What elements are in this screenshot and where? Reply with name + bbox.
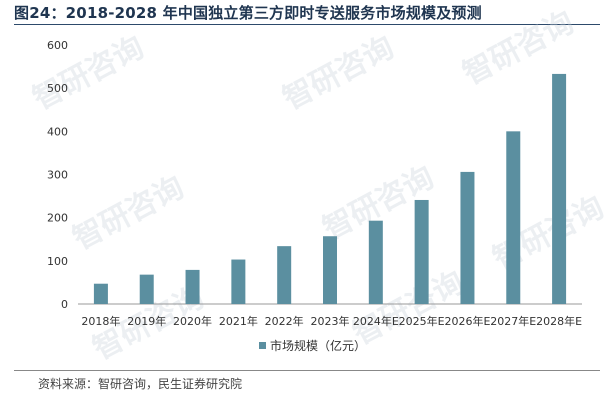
y-axis: 0 100 200 300 400 500 600	[47, 39, 68, 311]
bar	[277, 246, 292, 304]
bar	[414, 199, 429, 304]
bar	[185, 269, 200, 304]
x-tick-label: 2023年	[311, 314, 350, 328]
bar	[93, 283, 108, 304]
bar	[368, 220, 383, 304]
x-tick-label: 2025年E	[399, 314, 445, 328]
y-tick-label: 0	[61, 298, 68, 311]
bar	[139, 274, 154, 304]
x-tick-label: 2019年	[127, 314, 166, 328]
y-tick-label: 100	[47, 255, 68, 268]
x-tick-label: 2021年	[219, 314, 258, 328]
x-tick-label: 2026年E	[444, 314, 490, 328]
bar-series	[93, 73, 567, 305]
title-divider	[14, 24, 600, 25]
bar	[552, 73, 567, 305]
x-axis-labels: 2018年 2019年 2020年 2021年 2022年 2023年 2024年E 2025…	[81, 314, 582, 328]
watermark-text: 智研咨询	[27, 30, 149, 117]
bar	[231, 259, 246, 304]
bar	[506, 131, 521, 304]
legend: 市场规模（亿元）	[259, 337, 366, 354]
x-tick-label: 2027年E	[490, 314, 536, 328]
bar	[323, 236, 337, 304]
source-note: 资料来源：智研咨询，民生证券研究院	[38, 377, 243, 391]
watermark-text: 智研咨询	[277, 30, 399, 117]
x-tick-label: 2020年	[173, 314, 212, 328]
y-tick-label: 300	[47, 169, 68, 182]
legend-label: 市场规模（亿元）	[270, 339, 367, 353]
x-tick-label: 2018年	[81, 314, 120, 328]
watermark-text: 智研咨询	[487, 190, 609, 277]
y-tick-label: 200	[47, 212, 68, 225]
watermark-text: 智研咨询	[67, 170, 189, 257]
x-tick-label: 2028年E	[536, 314, 582, 328]
y-tick-label: 400	[47, 125, 68, 138]
y-tick-label: 600	[47, 39, 68, 52]
chart-title: 图24：2018-2028 年中国独立第三方即时专送服务市场规模及预测	[14, 4, 482, 22]
x-tick-label: 2022年	[265, 314, 304, 328]
legend-swatch	[259, 342, 266, 349]
y-tick-label: 500	[47, 82, 68, 95]
bar	[460, 171, 475, 304]
source-divider	[14, 370, 600, 371]
x-tick-label: 2024年E	[353, 314, 399, 328]
